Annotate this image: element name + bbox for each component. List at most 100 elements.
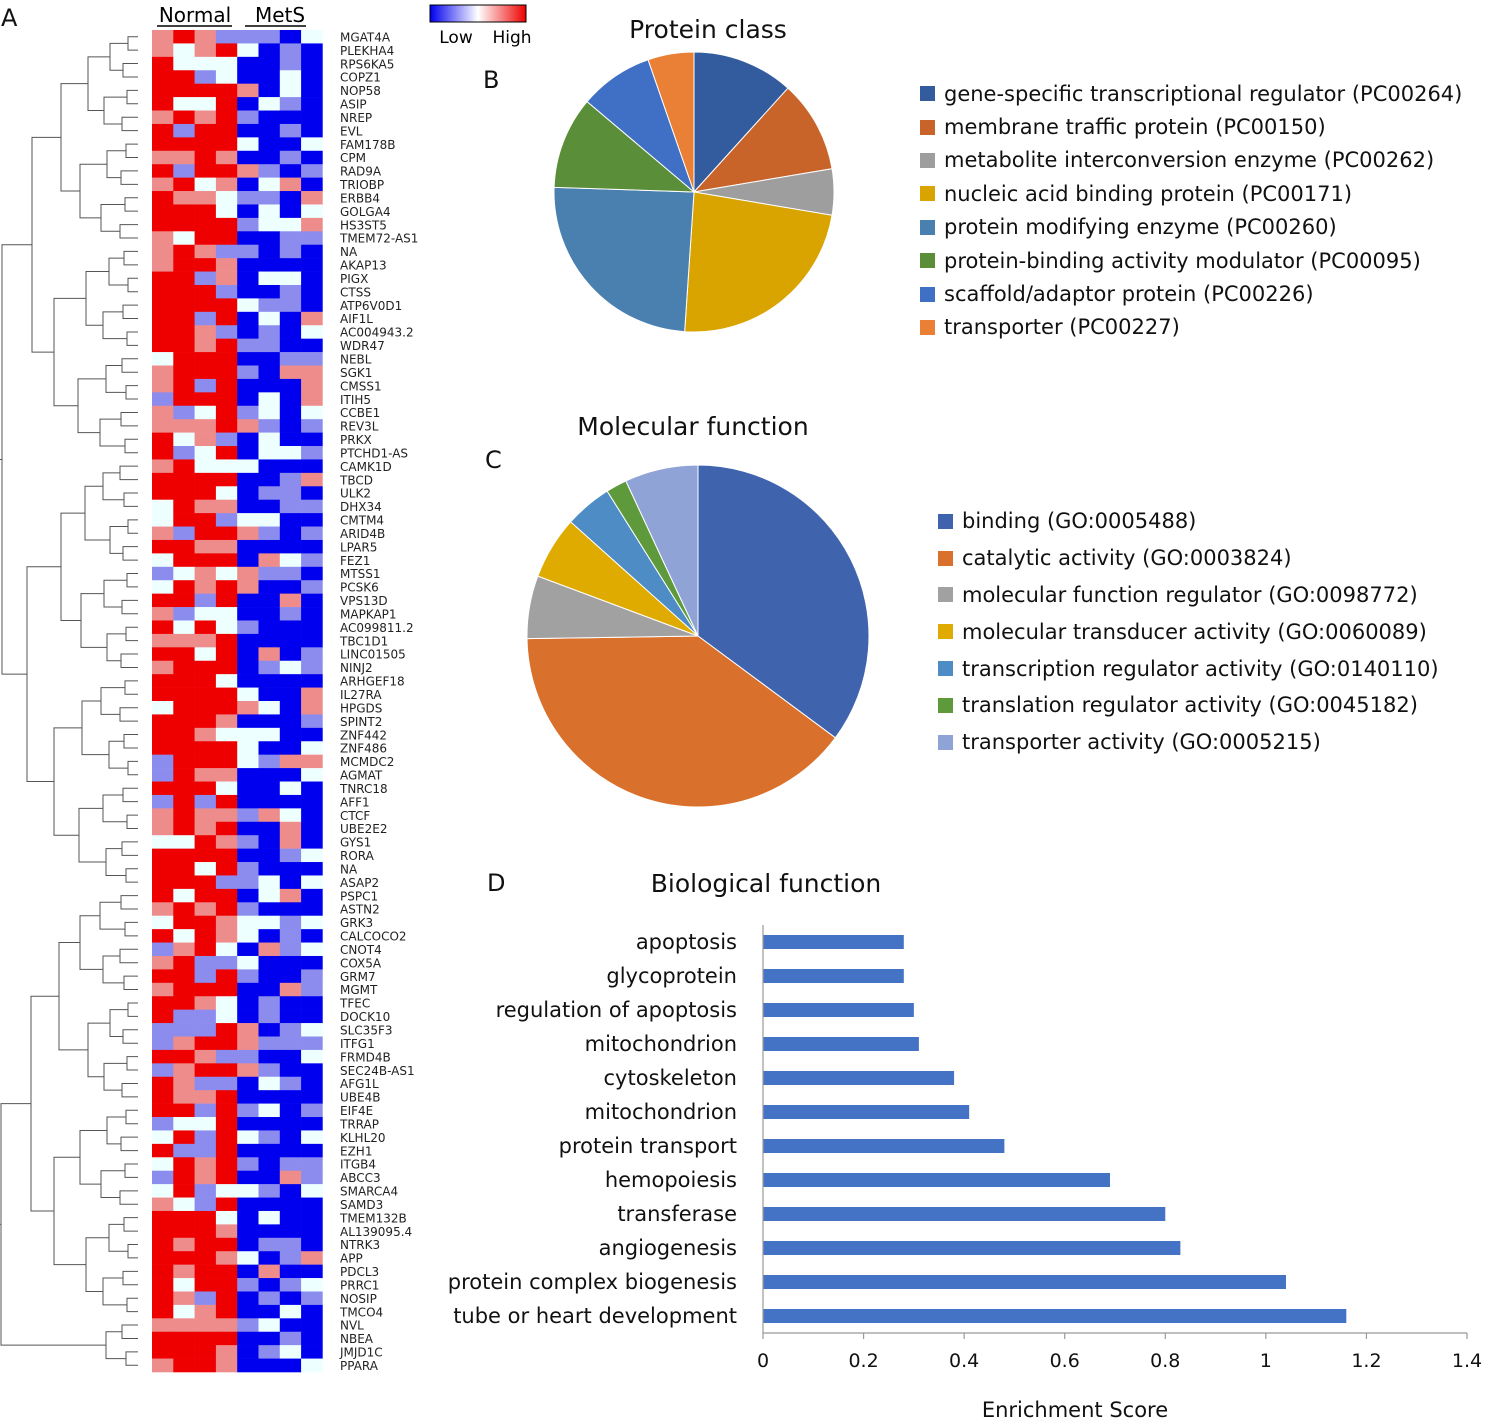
heatmap-cell (279, 1023, 302, 1037)
dendrogram-branch (105, 1331, 126, 1360)
heatmap-cell (194, 137, 217, 152)
legend-label: translation regulator activity (GO:00451… (962, 693, 1418, 718)
heatmap-cell (194, 1278, 217, 1292)
heatmap-cell (237, 311, 259, 326)
heatmap-cell (258, 1197, 281, 1212)
heatmap-cell (194, 1318, 217, 1333)
heatmap-cell (301, 1358, 323, 1373)
heatmap-cell (301, 821, 323, 836)
heatmap-cell (258, 754, 281, 769)
legend-swatch (920, 186, 935, 202)
heatmap-cell (215, 647, 238, 662)
pie-slice-catalytic-activity-go-0003824 (526, 635, 837, 808)
heatmap-cell (258, 539, 281, 554)
gene-label: ITGB4 (340, 1158, 376, 1172)
heatmap-cell (215, 311, 238, 326)
heatmap-cell (152, 1076, 174, 1091)
heatmap-cell (258, 794, 281, 809)
heatmap-cell (258, 405, 281, 420)
heatmap-cell (279, 875, 302, 890)
heatmap-cell (279, 1197, 302, 1212)
heatmap-cell (279, 338, 302, 353)
heatmap-cell (301, 1130, 323, 1145)
heatmap-cell (215, 1291, 238, 1306)
heatmap-cell (258, 1251, 281, 1265)
heatmap-cell (173, 888, 195, 903)
heatmap-cell (258, 311, 281, 326)
gene-label: ERBB4 (340, 191, 380, 205)
heatmap-cell (279, 593, 302, 608)
gene-label: ITFG1 (340, 1037, 375, 1051)
heatmap-cell (237, 204, 259, 219)
heatmap-cell (215, 929, 238, 943)
heatmap-cell (215, 848, 238, 863)
heatmap-cell (279, 191, 302, 205)
heatmap-cell (194, 271, 217, 286)
gene-label: LPAR5 (340, 540, 377, 554)
x-tick-label: 1.2 (1351, 1350, 1381, 1372)
gene-label: NBEA (340, 1332, 374, 1346)
heatmap-cell (237, 526, 259, 541)
heatmap-cell (194, 1103, 217, 1118)
heatmap-cell (279, 1264, 302, 1279)
heatmap-cell (215, 580, 238, 594)
heatmap-cell (258, 83, 281, 98)
heatmap-cell (279, 1224, 302, 1239)
category-label-apoptosis: apoptosis (636, 930, 737, 954)
heatmap-cell (258, 1210, 281, 1225)
heatmap-cell (215, 446, 238, 460)
heatmap-cell (301, 1090, 323, 1104)
heatmap-cell (173, 177, 195, 192)
heatmap-cell (194, 177, 217, 192)
pie-slice-nucleic-acid-binding-protein-pc00171 (684, 191, 833, 333)
heatmap-cell (301, 298, 323, 313)
heatmap-cell (215, 821, 238, 836)
heatmap-cell (301, 915, 323, 930)
heatmap-cell (173, 284, 195, 299)
gene-label: FRMD4B (340, 1050, 391, 1064)
heatmap-cell (152, 392, 174, 407)
heatmap-cell (215, 674, 238, 688)
heatmap-cell (152, 1184, 174, 1198)
heatmap-cell (152, 781, 174, 796)
heatmap-cell (301, 580, 323, 594)
heatmap-cell (258, 808, 281, 823)
dendrogram-branch (123, 492, 138, 507)
dendrogram-branch (81, 700, 109, 756)
heatmap-cell (237, 513, 259, 527)
heatmap-cell (301, 137, 323, 152)
panel-letter-a: A (1, 4, 18, 32)
heatmap-cell (258, 1331, 281, 1346)
gene-label: CCBE1 (340, 406, 380, 420)
heatmap-cell (194, 258, 217, 272)
heatmap-cell (173, 862, 195, 876)
heatmap-cell (237, 432, 259, 447)
heatmap-cell (301, 83, 323, 98)
heatmap-cell (152, 1331, 174, 1346)
heatmap-cell (279, 835, 302, 849)
heatmap-cell (215, 70, 238, 84)
heatmap-cell (301, 768, 323, 782)
heatmap-cell (279, 687, 302, 702)
heatmap-cell (194, 217, 217, 232)
heatmap-cell (258, 593, 281, 608)
heatmap-cell (237, 539, 259, 554)
gene-label: REV3L (340, 420, 379, 434)
heatmap-cell (215, 1237, 238, 1252)
heatmap-cell (258, 969, 281, 984)
heatmap-cell (279, 1130, 302, 1145)
heatmap-cell (258, 741, 281, 755)
legend-swatch (920, 219, 935, 235)
legend-item-molecular-transducer-activity-go-0060089: molecular transducer activity (GO:006008… (938, 613, 1439, 650)
heatmap-cell (258, 768, 281, 782)
heatmap-cell (194, 929, 217, 943)
heatmap-cell (301, 929, 323, 943)
heatmap-cell (301, 70, 323, 84)
heatmap-cell (301, 633, 323, 648)
heatmap-cell (173, 593, 195, 608)
heatmap-cell (279, 365, 302, 380)
gene-label: EZH1 (340, 1144, 372, 1158)
heatmap-cell (173, 1345, 195, 1359)
dendrogram-branch (126, 814, 138, 829)
heatmap-cell (258, 191, 281, 205)
